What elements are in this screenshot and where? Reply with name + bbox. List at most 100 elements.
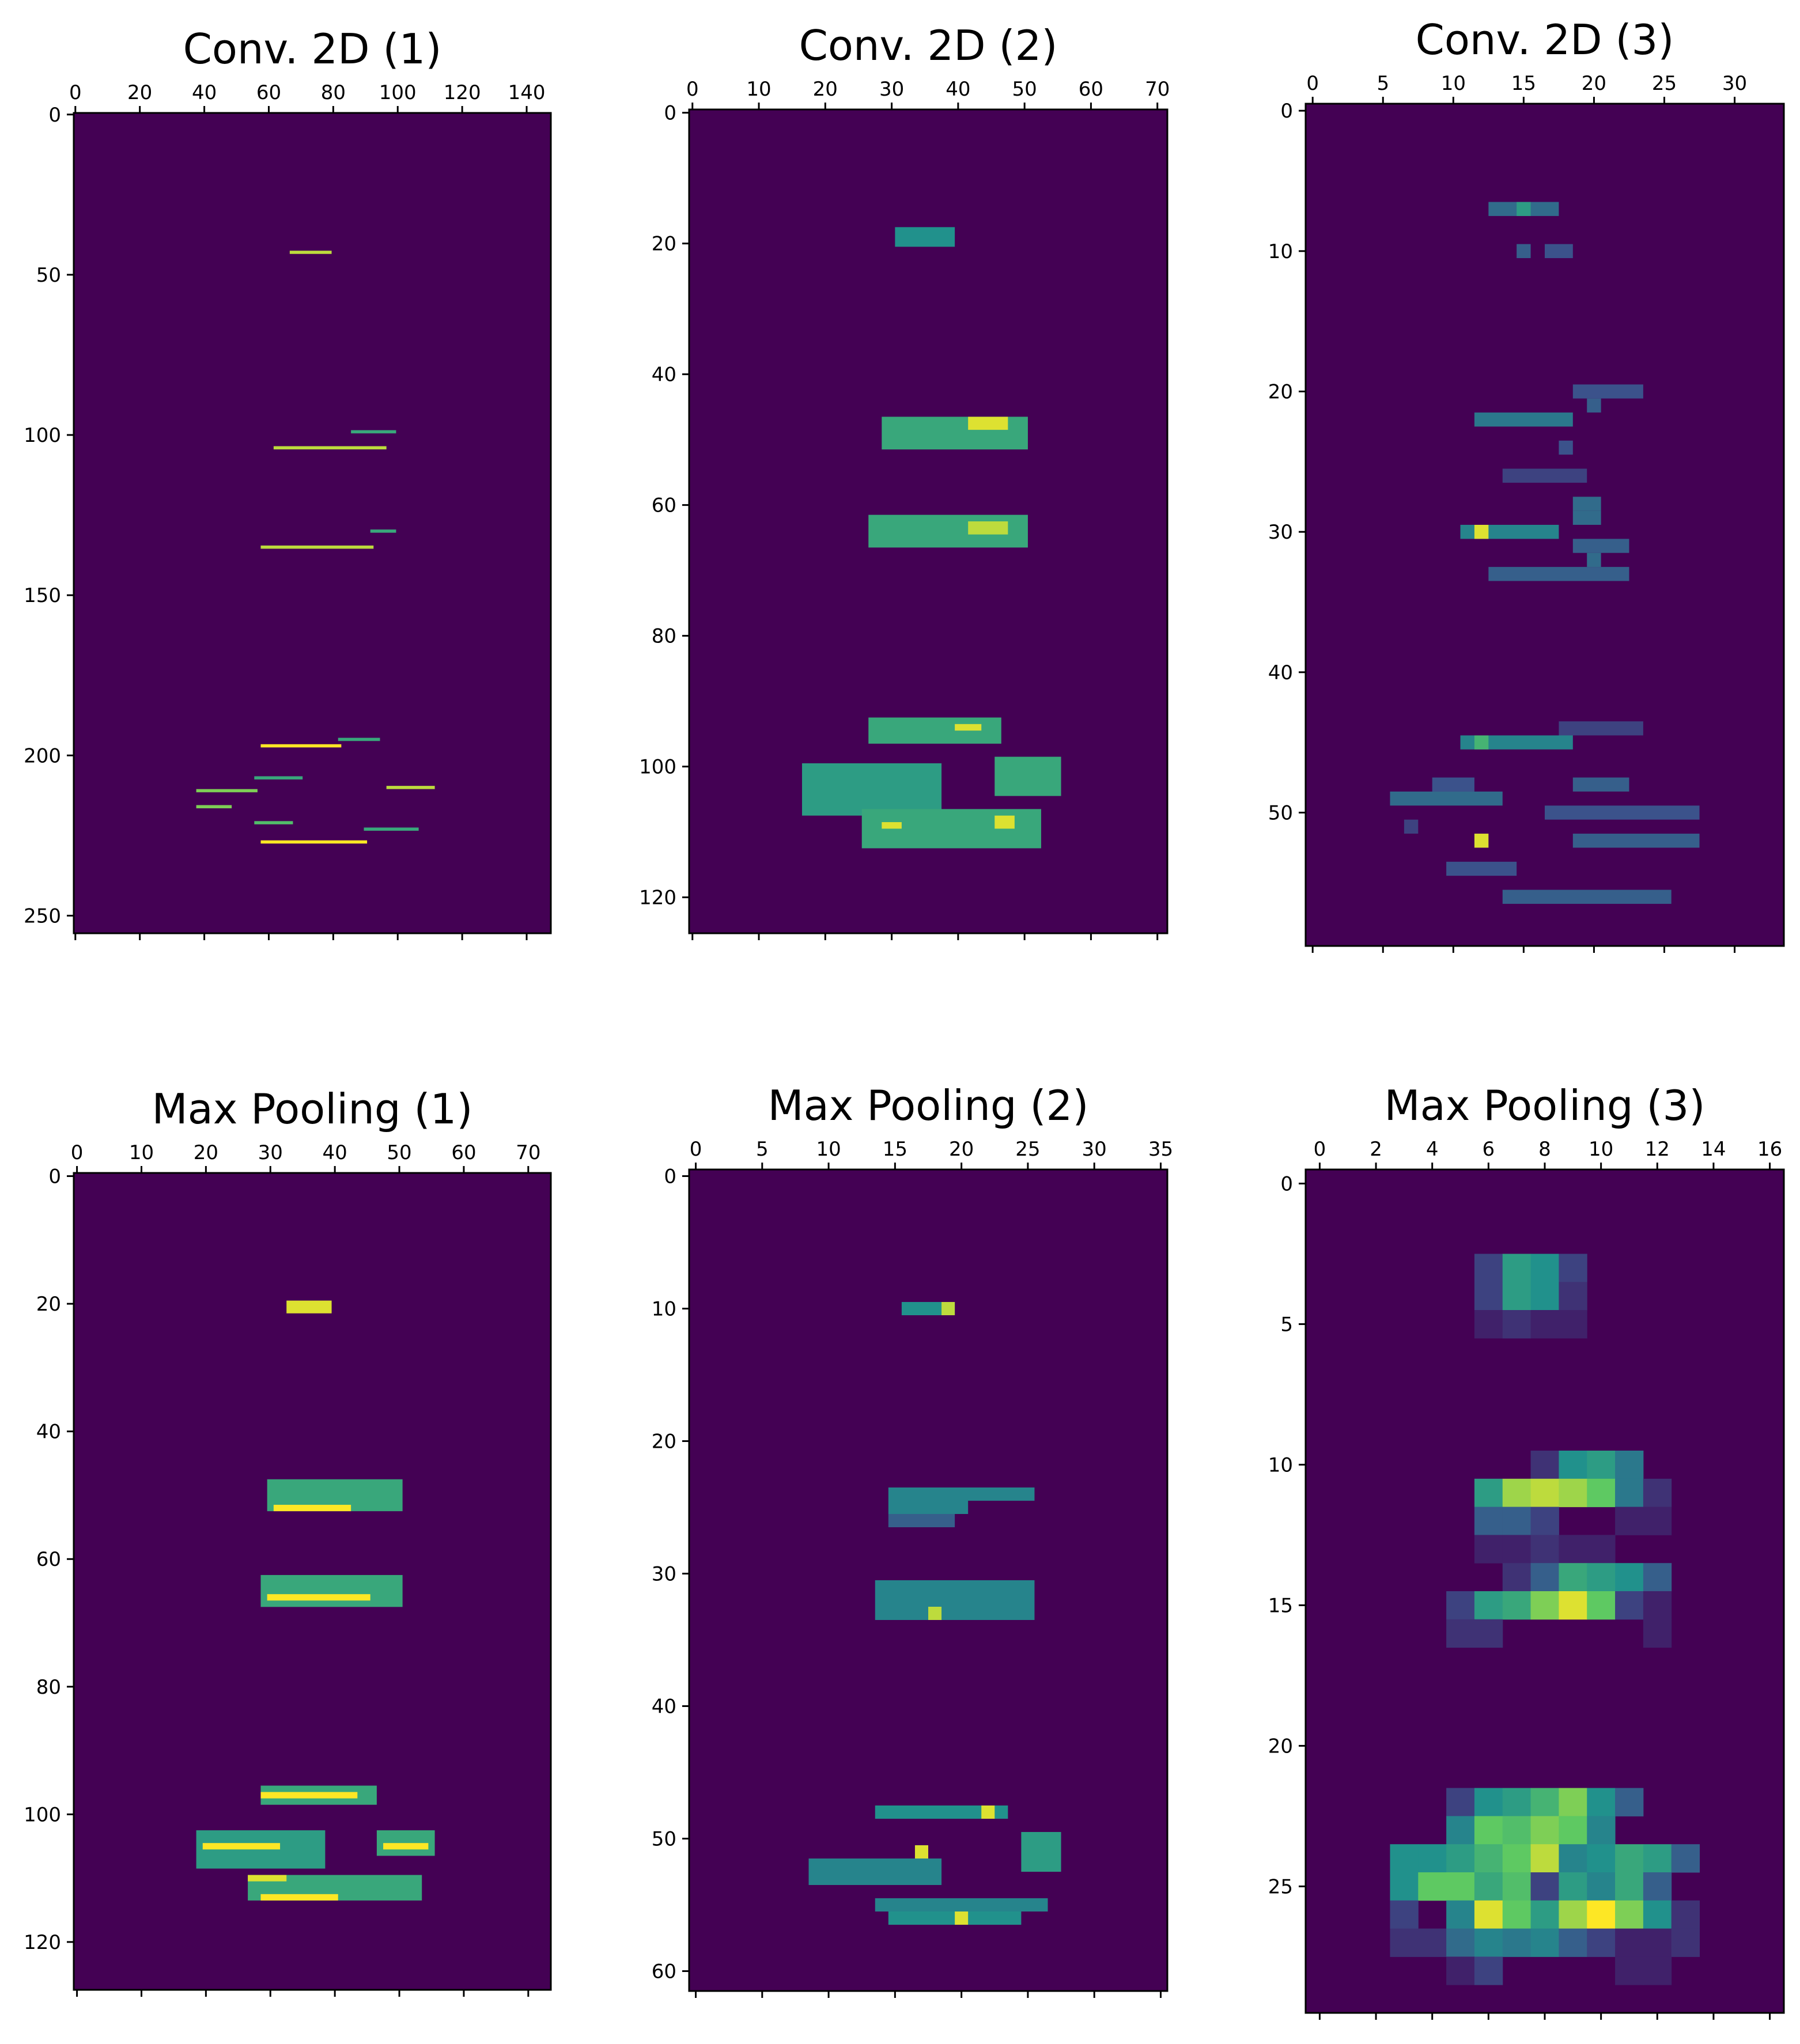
heatmap-cell	[1446, 1844, 1475, 1873]
heatmap-cell	[383, 1843, 429, 1850]
y-tick-label: 60	[652, 494, 676, 517]
axis-frame	[1304, 103, 1785, 947]
y-tick-label: 10	[1268, 1453, 1293, 1477]
panel-title: Max Pooling (3)	[1385, 1081, 1706, 1130]
x-tick-label: 4	[1426, 1138, 1439, 1161]
heatmap-cell	[1446, 1900, 1475, 1929]
heatmap-cell	[1587, 1788, 1616, 1816]
y-tick-label: 10	[652, 1298, 676, 1321]
y-tick-label: 0	[664, 102, 676, 125]
heatmap-cell	[968, 521, 1008, 535]
heatmap-cell	[1615, 1591, 1644, 1620]
heatmap-cell	[875, 1580, 1035, 1620]
heatmap-cell	[1587, 398, 1601, 413]
heatmap-cell	[1572, 510, 1601, 525]
heatmap-cell	[994, 756, 1061, 796]
heatmap-cell	[1474, 1310, 1503, 1339]
heatmap-cell	[1390, 1872, 1419, 1901]
heatmap-cell	[994, 815, 1015, 829]
x-tick-label: 70	[516, 1141, 540, 1164]
x-tick-label: 60	[1079, 78, 1103, 101]
heatmap-cell	[1559, 1254, 1587, 1282]
x-tick-label: 5	[756, 1138, 769, 1161]
y-tick-label: 0	[664, 1165, 676, 1188]
heatmap-cell	[1418, 1872, 1447, 1901]
heatmap-cell	[981, 1805, 995, 1819]
heatmap-cell	[370, 529, 396, 533]
x-tick-label: 80	[321, 81, 346, 104]
x-tick-label: 50	[1012, 78, 1037, 101]
heatmap-cell	[1643, 1506, 1672, 1535]
x-tick-label: 20	[127, 81, 152, 104]
x-tick-label: 10	[129, 1141, 154, 1164]
x-tick-label: 50	[387, 1141, 411, 1164]
x-tick-label: 40	[323, 1141, 347, 1164]
heatmap-cell	[1615, 1506, 1644, 1535]
heatmap-cell	[1559, 1816, 1587, 1845]
heatmap-cell	[1643, 1478, 1672, 1508]
heatmap-cell	[260, 545, 374, 549]
heatmap-cell	[1559, 1900, 1587, 1929]
y-tick-label: 100	[24, 424, 61, 447]
heatmap-cell	[1474, 1254, 1503, 1282]
heatmap-cell	[1530, 1535, 1559, 1564]
y-tick-label: 50	[36, 264, 61, 287]
heatmap-cell	[1559, 1872, 1587, 1901]
heatmap-cell	[1390, 791, 1503, 806]
heatmap-cell	[1502, 1844, 1531, 1873]
heatmap-cell	[1559, 1451, 1587, 1479]
heatmap-cell	[914, 1845, 928, 1858]
heatmap-cell	[1474, 1872, 1503, 1901]
heatmap-cell	[1671, 1900, 1700, 1929]
heatmap-cell	[273, 446, 387, 450]
heatmap-cell	[260, 1894, 338, 1901]
panel-title: Conv. 2D (3)	[1416, 16, 1674, 64]
panel-title: Max Pooling (2)	[768, 1081, 1089, 1130]
heatmap-cell	[1587, 1535, 1616, 1564]
axis-frame	[73, 1172, 552, 1991]
y-tick-label: 30	[1268, 521, 1293, 544]
heatmap-cell	[1587, 1478, 1616, 1508]
x-tick-label: 0	[686, 78, 699, 101]
x-tick-label: 100	[379, 81, 417, 104]
y-tick-label: 20	[652, 233, 676, 256]
axis-frame	[688, 108, 1169, 934]
heatmap-cell	[1446, 1928, 1475, 1957]
heatmap-cell	[1615, 1788, 1644, 1816]
heatmap-cell	[1559, 1282, 1587, 1311]
y-tick-label: 200	[24, 744, 61, 767]
y-tick-label: 0	[1280, 1172, 1293, 1195]
heatmap-cell	[1502, 1282, 1531, 1311]
heatmap-cell	[248, 1875, 287, 1882]
heatmap-cell	[1587, 1563, 1616, 1592]
y-tick-label: 40	[36, 1421, 61, 1444]
heatmap-cell	[1474, 1282, 1503, 1311]
heatmap-cell	[1530, 1928, 1559, 1957]
heatmap-cell	[1488, 567, 1629, 581]
heatmap-cells	[808, 1302, 1061, 1925]
heatmap-cell	[1474, 735, 1489, 750]
heatmap-cell	[801, 763, 942, 816]
y-tick-label: 5	[1280, 1313, 1293, 1336]
heatmap-cell	[1572, 777, 1629, 792]
heatmap-cell	[1643, 1591, 1672, 1620]
y-tick-label: 150	[24, 584, 61, 607]
panel-5: 0 5 10 15 20 25 30 35 0 10 20 30 40 50 60 Max Pooling (…	[652, 1081, 1173, 1998]
heatmap-cell	[1474, 1816, 1503, 1845]
x-tick-label: 30	[1082, 1138, 1107, 1161]
heatmap-cell	[1502, 1928, 1531, 1957]
heatmap-cell	[1615, 1563, 1644, 1592]
heatmap-cell	[1502, 1900, 1531, 1929]
heatmap-cell	[1474, 1619, 1503, 1648]
axis-frame	[688, 1168, 1169, 1992]
y-tick-label: 120	[639, 887, 676, 910]
heatmap-cell	[1517, 244, 1531, 259]
heatmap-cell	[1530, 1478, 1559, 1508]
heatmap-cell	[1587, 552, 1601, 567]
heatmap-cell	[888, 1501, 969, 1514]
heatmap-cell	[1474, 412, 1573, 427]
heatmap-cell	[1502, 1310, 1531, 1339]
panel-title: Conv. 2D (1)	[183, 25, 442, 73]
heatmap-cell	[1530, 1506, 1559, 1535]
heatmap-cell	[1587, 1591, 1616, 1620]
